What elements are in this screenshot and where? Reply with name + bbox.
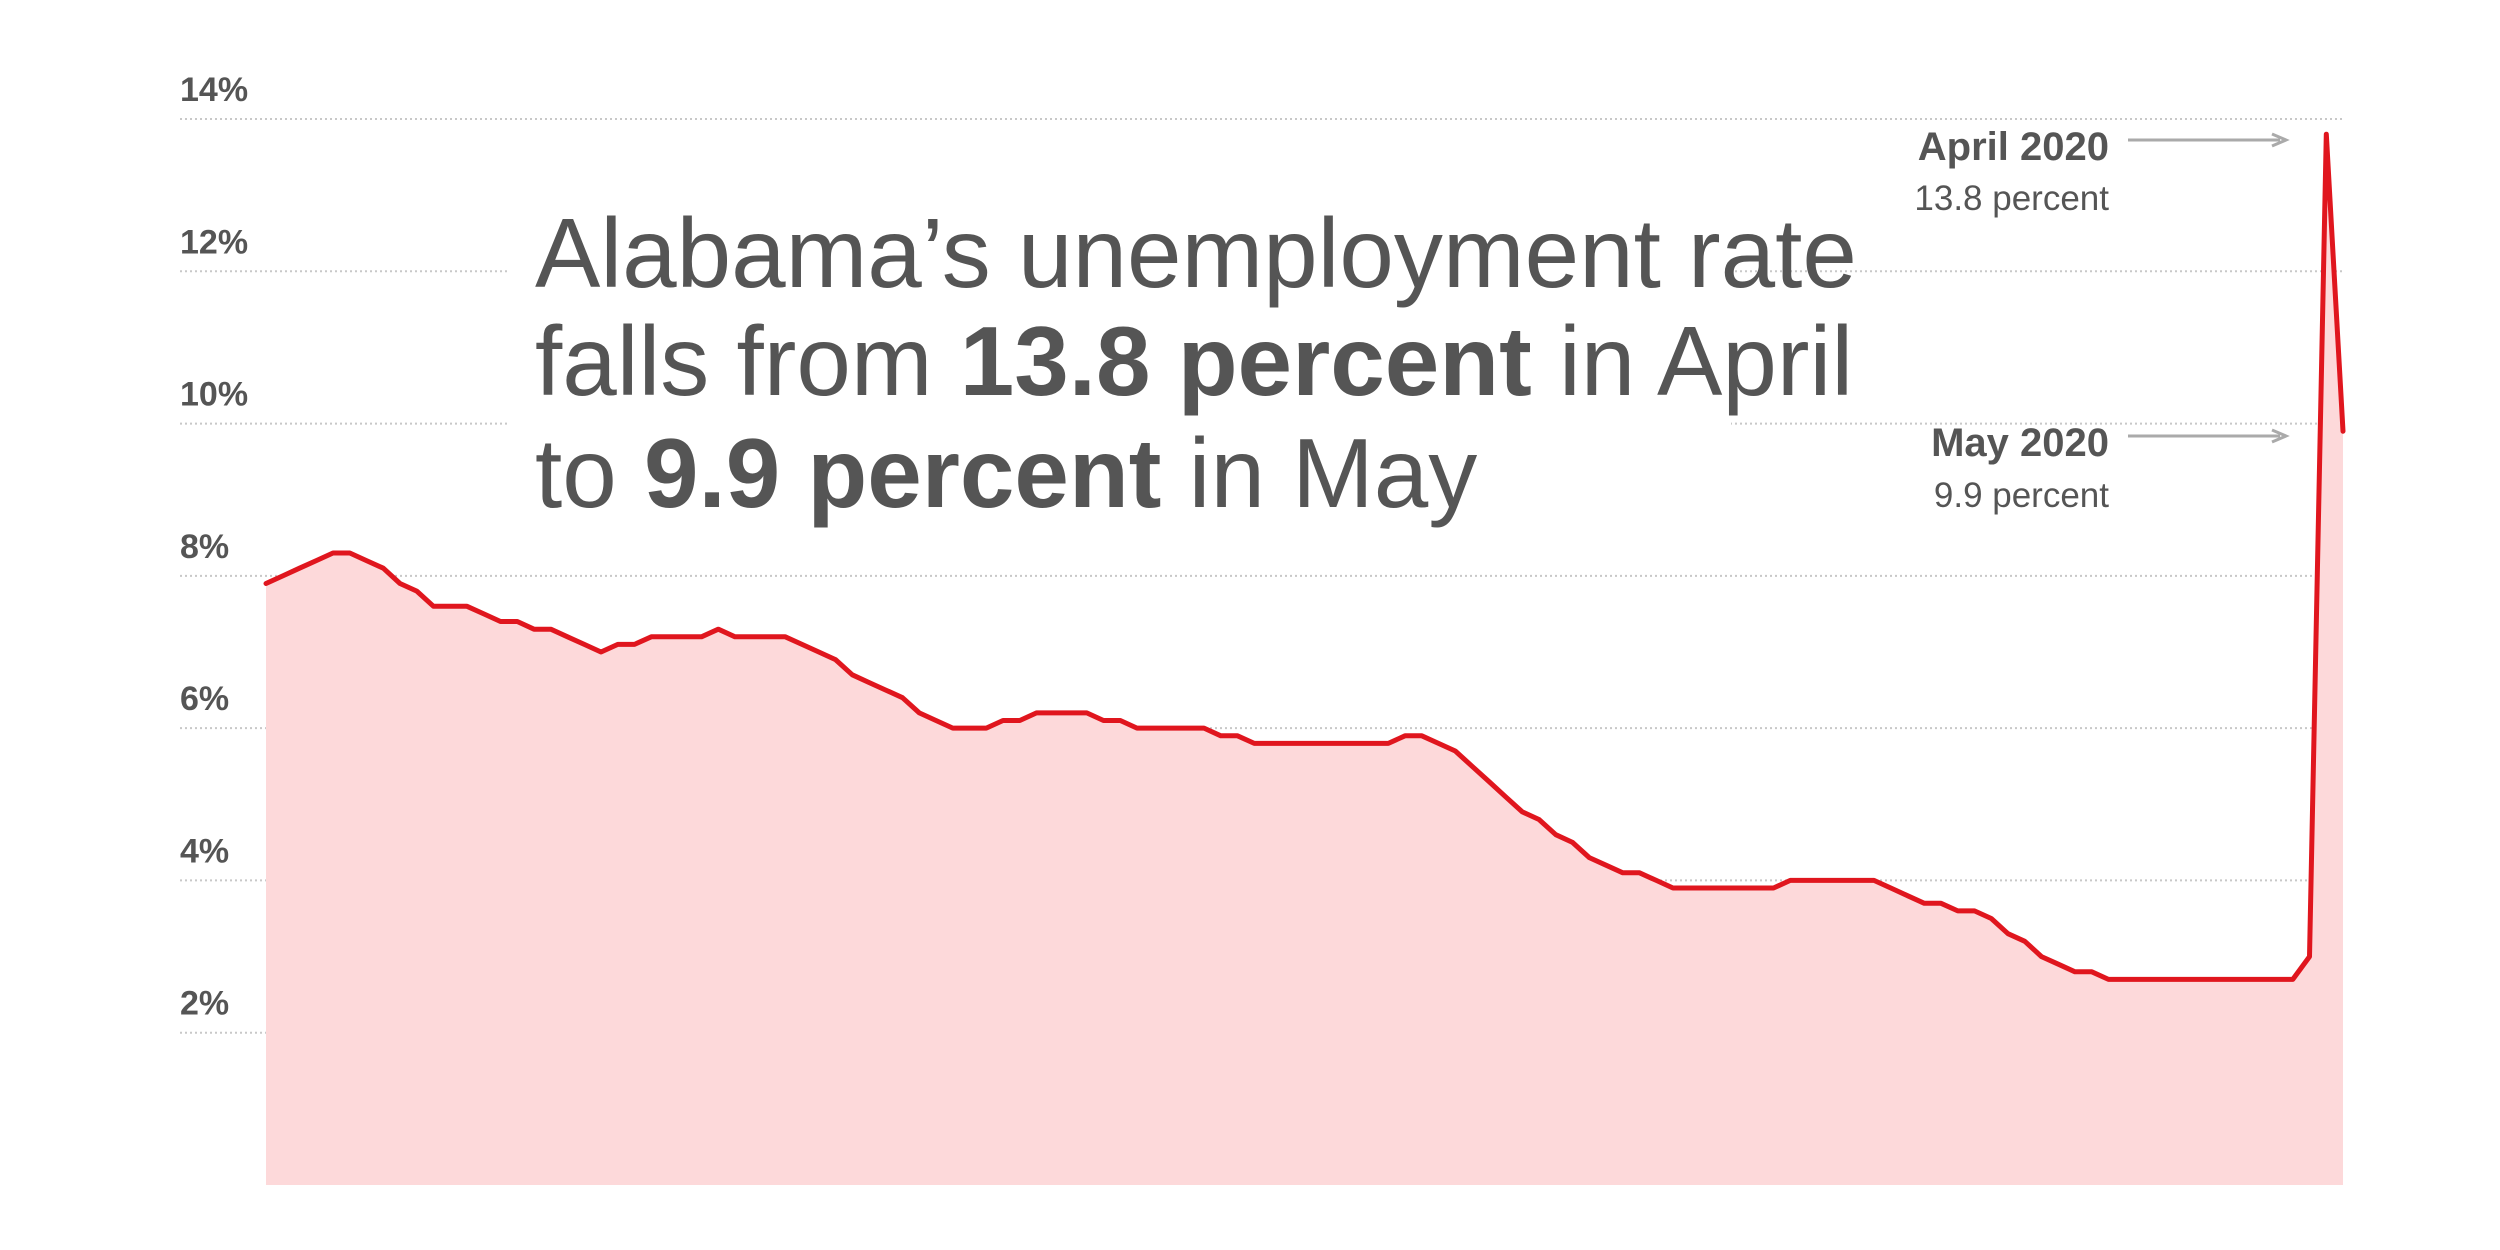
title-line: Alabama’s unemployment rate bbox=[535, 198, 1857, 308]
annotation-arrowhead bbox=[2271, 132, 2290, 148]
y-tick-label: 6% bbox=[180, 680, 229, 718]
y-tick-label: 14% bbox=[180, 71, 248, 109]
title-backdrop bbox=[507, 222, 1731, 532]
title-run: Alabama’s unemployment rate bbox=[535, 198, 1857, 308]
annotation-arrowhead bbox=[2271, 428, 2290, 444]
annotation-text: 13.8 percent bbox=[1914, 179, 2109, 218]
title-run: 9.9 percent bbox=[644, 418, 1161, 528]
annotations: April 2020 13.8 percent May 2020 9.9 percen… bbox=[1914, 125, 2290, 515]
title-line: falls from 13.8 percent in April bbox=[535, 306, 1853, 416]
title-run: 13.8 percent bbox=[960, 306, 1532, 416]
y-tick-label: 4% bbox=[180, 832, 229, 870]
line bbox=[263, 131, 2346, 982]
y-tick-label: 12% bbox=[180, 223, 248, 261]
area bbox=[266, 134, 2343, 1186]
y-tick-label: 2% bbox=[180, 985, 229, 1023]
y-tick-label: 8% bbox=[180, 528, 229, 566]
title-run: falls from bbox=[535, 306, 960, 416]
annotation-text: 9.9 percent bbox=[1934, 476, 2109, 515]
plot bbox=[263, 131, 2346, 1186]
annotation-label: April 2020 bbox=[1918, 125, 2109, 169]
title-line: to 9.9 percent in May bbox=[535, 418, 1477, 528]
annotation-label: May 2020 bbox=[1931, 421, 2109, 465]
title-run: in May bbox=[1161, 418, 1477, 528]
title-run: to bbox=[535, 418, 644, 528]
title-run: in April bbox=[1532, 306, 1853, 416]
y-tick-label: 10% bbox=[180, 376, 248, 414]
